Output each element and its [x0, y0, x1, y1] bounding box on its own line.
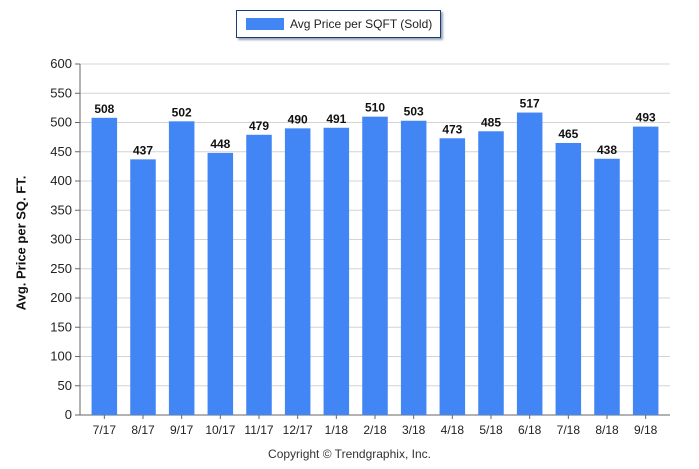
- x-tick-label: 4/18: [441, 423, 465, 437]
- data-label: 448: [210, 137, 230, 151]
- data-label: 479: [249, 119, 269, 133]
- legend: Avg Price per SQFT (Sold): [236, 10, 441, 38]
- data-label: 510: [365, 101, 385, 115]
- data-label: 503: [404, 105, 424, 119]
- y-tick-label: 550: [50, 85, 72, 100]
- x-tick-label: 11/17: [244, 423, 273, 437]
- y-tick-label: 50: [58, 378, 72, 393]
- bar: [478, 131, 504, 415]
- data-label: 465: [558, 127, 578, 141]
- legend-swatch: [246, 18, 284, 30]
- data-label: 490: [288, 112, 308, 126]
- y-tick-label: 250: [50, 261, 72, 276]
- x-tick-label: 3/18: [402, 423, 426, 437]
- x-tick-label: 9/18: [634, 423, 658, 437]
- bar: [555, 142, 582, 415]
- bar: [284, 128, 311, 415]
- bar: [91, 117, 118, 415]
- data-label: 517: [520, 97, 540, 111]
- x-tick-label: 8/18: [595, 423, 619, 437]
- y-tick-label: 400: [50, 173, 72, 188]
- x-tick-label: 5/18: [479, 423, 503, 437]
- bar: [439, 138, 466, 416]
- x-tick-label: 2/18: [363, 423, 387, 437]
- data-label: 493: [636, 111, 656, 125]
- bar: [594, 158, 620, 415]
- x-tick-label: 10/17: [205, 423, 235, 437]
- x-tick-label: 1/18: [325, 423, 349, 437]
- x-tick-label: 7/18: [557, 423, 581, 437]
- y-tick-label: 600: [50, 56, 72, 71]
- bar: [130, 159, 156, 415]
- bar: [168, 121, 195, 415]
- bar: [400, 120, 427, 416]
- data-label: 502: [172, 105, 192, 119]
- y-tick-label: 200: [50, 290, 72, 305]
- bar: [246, 134, 272, 415]
- y-tick-label: 150: [50, 319, 72, 334]
- x-tick-label: 6/18: [518, 423, 542, 437]
- bar: [323, 127, 350, 415]
- y-tick-label: 100: [50, 349, 72, 364]
- y-tick-label: 500: [50, 115, 72, 130]
- y-tick-label: 350: [50, 202, 72, 217]
- bar: [362, 116, 388, 416]
- data-label: 437: [133, 143, 153, 157]
- x-tick-label: 7/17: [93, 423, 117, 437]
- y-tick-label: 450: [50, 144, 72, 159]
- data-label: 491: [326, 112, 346, 126]
- legend-label: Avg Price per SQFT (Sold): [290, 17, 433, 31]
- x-tick-label: 9/17: [170, 423, 194, 437]
- bar: [632, 126, 659, 415]
- data-label: 438: [597, 143, 617, 157]
- x-tick-label: 12/17: [283, 423, 313, 437]
- data-label: 473: [442, 122, 462, 136]
- bar: [207, 152, 234, 416]
- data-label: 485: [481, 115, 501, 129]
- y-tick-label: 0: [65, 407, 72, 422]
- x-tick-label: 8/17: [131, 423, 155, 437]
- bar: [516, 112, 543, 416]
- data-label: 508: [94, 102, 114, 116]
- y-tick-label: 300: [50, 232, 72, 247]
- copyright-text: Copyright © Trendgraphix, Inc.: [268, 447, 431, 461]
